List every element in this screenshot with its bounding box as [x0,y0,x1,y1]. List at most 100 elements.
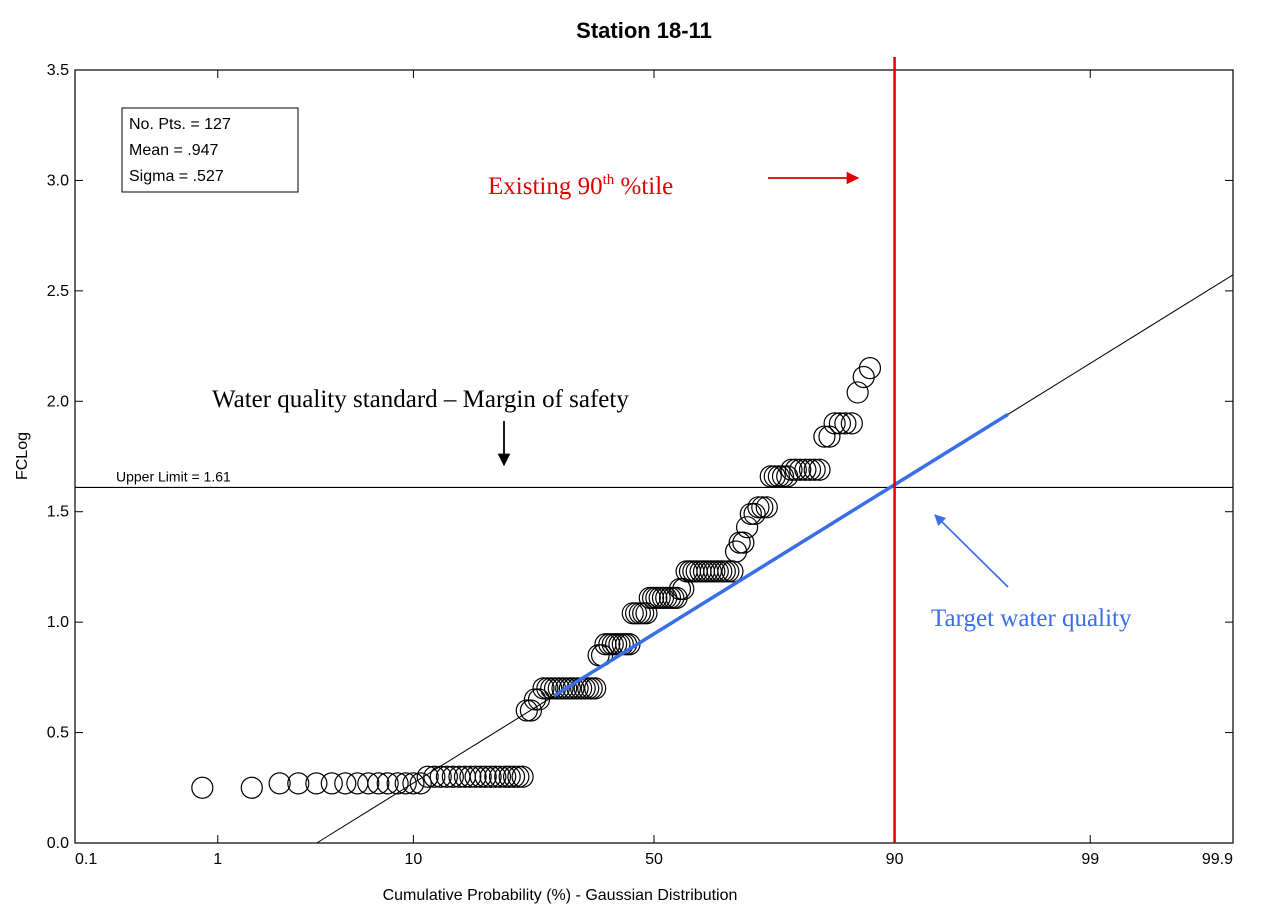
data-point [498,765,521,788]
data-point [523,688,547,711]
existing-90th-annotation: Existing 90th %tile [488,172,673,200]
data-point [558,677,581,700]
data-point [735,516,759,539]
data-point [808,458,831,481]
data-point [840,412,863,435]
data-point [519,699,543,722]
data-point [767,465,790,488]
data-point [763,465,786,488]
data-point [784,458,807,481]
data-point [394,772,417,795]
data-point [823,412,846,435]
existing-90th-prefix: Existing 90 [488,173,603,200]
y-tick-label: 0.5 [47,725,69,742]
y-tick-label: 1.5 [47,504,69,521]
data-point [751,496,774,519]
data-point [732,531,755,554]
data-point [828,412,852,435]
data-point [759,465,782,488]
data-point [376,772,399,795]
data-point [852,365,875,389]
data-point [540,677,563,700]
data-point [191,776,214,799]
x-tick-label: 99.9 [1202,851,1233,868]
data-point [479,765,502,788]
data-point [846,381,869,404]
data-point [739,502,762,526]
data-point [268,772,291,795]
data-point [494,765,517,788]
data-point [511,765,534,788]
water-quality-standard-annotation: Water quality standard – Margin of safet… [212,386,629,413]
data-point [305,772,328,795]
data-point [488,765,512,788]
data-point [551,677,574,700]
data-point [532,677,555,700]
y-tick-label: 0.0 [47,835,69,852]
data-point [386,772,409,795]
x-axis-label: Cumulative Probability (%) - Gaussian Di… [383,887,738,904]
data-point [803,458,826,481]
data-point [771,465,795,488]
stats-box: No. Pts. = 127 Mean = .947 Sigma = .527 [121,107,299,193]
data-point [834,412,857,435]
existing-90th-suffix: %tile [614,173,673,200]
y-tick-label: 3.0 [47,172,69,189]
data-point [320,772,343,795]
data-point [755,496,778,519]
y-tick-label: 2.0 [47,393,69,410]
y-tick-label: 2.5 [47,283,69,300]
data-point [794,458,817,481]
data-point [357,772,380,795]
data-point [555,677,578,700]
data-point [502,765,526,788]
data-point [747,496,770,519]
data-point [728,531,751,554]
data-point [536,677,559,700]
data-point [515,699,538,722]
data-point [780,458,803,481]
upper-limit-label: Upper Limit = 1.61 [116,468,231,484]
y-axis-label: FCLog [14,432,31,480]
data-point [672,577,695,601]
data-point [287,772,310,795]
x-tick-label: 50 [645,851,663,868]
y-axis: 0.0 0.5 1.0 1.5 2.0 2.5 3.0 3.5 [47,62,1233,852]
stats-mean: Mean = .947 [129,142,219,159]
x-tick-label: 10 [405,851,423,868]
chart-title: Station 18-11 [576,18,712,43]
data-point [474,765,497,788]
data-point [429,765,452,788]
x-tick-label: 90 [886,851,904,868]
target-water-quality-line [553,413,1009,697]
data-point [441,765,464,788]
data-point [423,765,446,788]
data-point [402,772,425,795]
data-point [507,765,530,788]
data-point [624,602,648,625]
stats-box-frame [121,107,299,193]
target-water-quality-annotation: Target water quality [931,605,1132,632]
data-point [484,765,507,788]
data-point [469,765,492,788]
x-tick-label: 99 [1081,851,1099,868]
data-point [334,772,357,795]
data-point [435,765,459,788]
x-axis: 0.1 1 10 50 90 99 99.9 [74,70,1234,868]
data-point [724,540,748,563]
data-point [743,502,766,526]
stats-count: No. Pts. = 127 [129,116,231,133]
data-point [527,688,551,711]
data-point [459,765,482,788]
data-point [665,586,688,609]
target-water-quality-arrow [934,514,1009,588]
data-point [240,776,263,799]
y-tick-label: 3.5 [47,62,69,79]
data-point [409,772,432,795]
data-point [789,458,812,481]
x-tick-label: 0.1 [75,851,97,868]
data-point [367,772,390,795]
data-point [584,677,607,700]
y-tick-label: 1.0 [47,614,69,631]
